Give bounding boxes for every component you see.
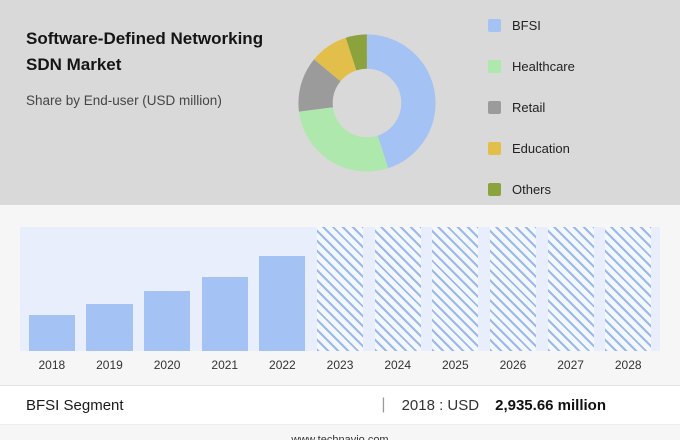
x-axis-label-2024: 2024 <box>384 358 412 372</box>
separator: | <box>381 396 386 413</box>
bar-column-2020 <box>138 227 196 351</box>
legend-item-healthcare: Healthcare <box>488 59 575 74</box>
site-link[interactable]: www.technavio.com <box>291 434 389 440</box>
summary-footer: BFSI Segment | 2018 : USD 2,935.66 milli… <box>0 385 680 425</box>
forecast-bar-2026 <box>489 227 536 351</box>
bar-column-2025 <box>426 227 484 351</box>
forecast-bar-2025 <box>432 227 479 351</box>
legend-swatch-icon <box>488 142 501 155</box>
x-axis-label-2019: 2019 <box>96 358 123 372</box>
actual-bar-2018 <box>28 315 75 351</box>
forecast-bar-2028 <box>605 227 652 351</box>
x-axis-label-2026: 2026 <box>499 358 527 372</box>
page-subtitle: Share by End-user (USD million) <box>26 93 222 108</box>
bar-chart-x-axis: 2018 2019 2020 2021 2022 2023 2024 2025 2026 2027… <box>20 358 660 372</box>
legend-label: Healthcare <box>512 59 575 74</box>
legend-swatch-icon <box>488 101 501 114</box>
actual-bar-2022 <box>259 255 306 351</box>
forecast-bar-2023 <box>316 227 364 351</box>
legend-swatch-icon <box>488 19 501 32</box>
legend-item-education: Education <box>488 141 575 156</box>
legend-label: Retail <box>512 100 546 115</box>
donut-segment-retail <box>298 33 436 172</box>
value-amount: 2,935.66 million <box>495 396 606 414</box>
legend-item-others: Others <box>488 182 575 197</box>
value-prefix: 2018 : USD <box>401 396 480 414</box>
bar-chart-plot-area <box>20 227 660 351</box>
bar-column-2028 <box>599 227 657 351</box>
bar-column-2019 <box>81 227 139 351</box>
segment-value: | 2018 : USD 2,935.66 million <box>381 396 606 414</box>
forecast-bar-2027 <box>547 227 594 351</box>
x-axis-label-2021: 2021 <box>211 358 239 372</box>
x-axis-label-2020: 2020 <box>153 358 181 372</box>
actual-bar-2019 <box>86 303 133 351</box>
legend-label: BFSI <box>512 18 541 33</box>
bar-column-2027 <box>542 227 600 351</box>
x-axis-label-2027: 2027 <box>557 358 584 372</box>
x-axis-label-2018: 2018 <box>38 358 66 372</box>
forecast-bar-2024 <box>374 227 421 351</box>
donut-segment-others <box>298 33 436 172</box>
title-block: Software-Defined Networking SDN Market S… <box>0 0 272 205</box>
segment-label: BFSI Segment <box>26 396 124 414</box>
bar-column-2024 <box>369 227 427 351</box>
bar-chart-section: 2018 2019 2020 2021 2022 2023 2024 2025 2026 2027… <box>0 205 680 440</box>
bar-column-2022 <box>254 227 312 351</box>
x-axis-label-2022: 2022 <box>269 358 296 372</box>
legend-label: Others <box>512 182 552 197</box>
site-bar: www.technavio.com <box>20 425 660 440</box>
bar-column-2021 <box>196 227 254 351</box>
page-title: Software-Defined Networking SDN Market <box>26 29 264 74</box>
donut-segment-healthcare <box>298 33 436 172</box>
x-axis-label-2028: 2028 <box>614 358 642 372</box>
actual-bar-2021 <box>201 276 248 351</box>
donut-chart-svg <box>298 33 436 172</box>
actual-bar-2020 <box>144 291 191 351</box>
legend-swatch-icon <box>488 60 501 73</box>
bar-column-2018 <box>23 227 81 351</box>
legend-swatch-icon <box>488 183 501 196</box>
bar-column-2023 <box>311 227 369 351</box>
legend-item-retail: Retail <box>488 100 575 115</box>
bar-column-2026 <box>484 227 542 351</box>
header-section: Software-Defined Networking SDN Market S… <box>0 0 680 205</box>
legend-label: Education <box>512 141 570 156</box>
x-axis-label-2025: 2025 <box>441 358 469 372</box>
legend: BFSI Healthcare Retail Education Others <box>488 0 575 205</box>
donut-chart <box>272 0 462 205</box>
x-axis-label-2023: 2023 <box>326 358 354 372</box>
legend-item-bfsi: BFSI <box>488 18 575 33</box>
